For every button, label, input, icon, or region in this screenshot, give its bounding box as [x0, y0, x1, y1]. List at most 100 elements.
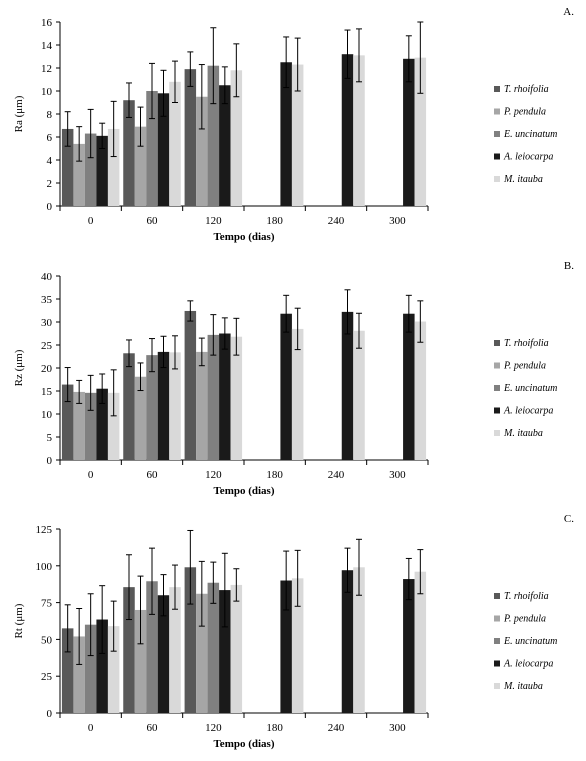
- bar: [123, 587, 135, 713]
- legend-label: M. itauba: [503, 428, 543, 439]
- bar: [61, 128, 74, 206]
- bar: [61, 628, 74, 713]
- y-tick-label: 125: [36, 524, 53, 536]
- legend-swatch: [494, 108, 500, 115]
- chart-panel-b: 0 5 10 15 20 25 30 35 40 0 60 120 180 240 300 Tempo (di…: [0, 254, 586, 508]
- y-axis-title: Rz (μm): [13, 349, 25, 386]
- x-tick-label: 240: [328, 215, 345, 227]
- y-tick-label: 0: [47, 201, 53, 213]
- y-tick-label: 10: [41, 86, 53, 98]
- bar: [403, 579, 415, 713]
- x-tick-label: 300: [389, 215, 406, 227]
- x-tick-label: 60: [147, 215, 159, 227]
- y-tick-label: 100: [36, 561, 53, 573]
- legend-swatch: [494, 407, 500, 414]
- bar: [280, 313, 292, 460]
- bar: [96, 388, 108, 460]
- bar: [414, 571, 427, 713]
- legend-label: T. rhoifolia: [504, 338, 549, 349]
- legend-label: P. pendula: [503, 361, 546, 372]
- legend-label: P. pendula: [503, 614, 546, 625]
- bar: [169, 352, 181, 460]
- y-tick-label: 12: [41, 63, 52, 75]
- y-tick-label: 30: [41, 317, 53, 329]
- chart-svg-a: 0 2 4 6 8 10 12 14 16 0 60 120 180 240 300 Tempo (dias)…: [13, 17, 557, 243]
- x-axis-title: Tempo (dias): [213, 738, 274, 750]
- bar: [414, 321, 427, 460]
- legend-swatch: [494, 638, 500, 644]
- x-tick-label: 240: [328, 469, 345, 481]
- y-tick-label: 14: [41, 40, 53, 52]
- y-axis-title: Rt (μm): [13, 603, 25, 638]
- bar: [341, 570, 354, 713]
- bar: [84, 133, 97, 206]
- x-axis-title: Tempo (dias): [213, 485, 274, 497]
- bar: [107, 392, 120, 460]
- x-tick-label: 180: [266, 215, 283, 227]
- bar: [414, 57, 427, 207]
- legend-swatch: [494, 131, 500, 137]
- x-tick-label: 300: [389, 469, 406, 481]
- bar: [341, 54, 354, 207]
- chart-panel-c: 0 25 50 75 100 125 0 60 120 180 240 300 Tempo (dias)…: [0, 507, 586, 761]
- x-axis-title: Tempo (dias): [213, 231, 274, 243]
- bar: [134, 376, 147, 460]
- y-tick-label: 0: [47, 455, 53, 467]
- panel-label-a: A.: [563, 6, 574, 18]
- bar: [196, 96, 208, 206]
- y-tick-label: 25: [41, 340, 53, 352]
- legend-label: A. leiocarpa: [503, 659, 553, 670]
- bar: [134, 126, 147, 206]
- bar: [353, 567, 365, 713]
- bar: [207, 334, 220, 460]
- legend-label: T. rhoifolia: [504, 84, 549, 95]
- bar: [219, 333, 231, 460]
- x-tick-label: 0: [88, 469, 94, 481]
- bar: [169, 587, 181, 713]
- legend-swatch: [494, 340, 500, 346]
- bar: [230, 584, 243, 713]
- y-tick-label: 6: [47, 132, 53, 144]
- legend-swatch: [494, 660, 500, 667]
- legend-label: A. leiocarpa: [503, 406, 553, 417]
- x-tick-label: 120: [205, 215, 222, 227]
- y-tick-label: 4: [47, 155, 53, 167]
- x-tick-label: 120: [205, 469, 222, 481]
- panel-label-b: B.: [563, 260, 574, 272]
- bar: [146, 91, 158, 206]
- bar: [353, 55, 365, 206]
- x-tick-label: 300: [389, 722, 406, 734]
- bar: [146, 581, 158, 713]
- bar: [184, 69, 197, 207]
- chart-svg-b: 0 5 10 15 20 25 30 35 40 0 60 120 180 240 300 Tempo (di…: [13, 271, 557, 497]
- legend-label: E. uncinatum: [503, 636, 557, 647]
- bar: [157, 93, 170, 206]
- legend-label: E. uncinatum: [503, 383, 557, 394]
- legend-label: E. uncinatum: [503, 129, 557, 140]
- chart-panel-a: 0 2 4 6 8 10 12 14 16 0 60 120 180 240 300 Tempo (dias)…: [0, 0, 586, 254]
- bar: [107, 626, 120, 713]
- bar: [157, 595, 170, 713]
- bar: [230, 336, 243, 460]
- y-tick-label: 16: [41, 17, 53, 29]
- x-tick-label: 0: [88, 215, 94, 227]
- y-tick-label: 35: [41, 294, 53, 306]
- y-tick-label: 8: [47, 109, 53, 121]
- legend-swatch: [494, 683, 500, 689]
- bar: [196, 593, 208, 713]
- bar: [146, 355, 158, 460]
- y-tick-label: 50: [41, 634, 53, 646]
- bar: [157, 351, 170, 460]
- y-tick-label: 40: [41, 271, 53, 283]
- bar: [169, 81, 181, 206]
- bar: [107, 128, 120, 206]
- legend-swatch: [494, 86, 500, 92]
- y-tick-label: 0: [47, 708, 53, 720]
- y-axis-title: Ra (μm): [13, 95, 25, 132]
- x-tick-label: 60: [147, 722, 159, 734]
- x-tick-label: 120: [205, 722, 222, 734]
- bar: [84, 624, 97, 713]
- y-tick-label: 15: [41, 386, 53, 398]
- legend-swatch: [494, 153, 500, 160]
- bar: [403, 313, 415, 460]
